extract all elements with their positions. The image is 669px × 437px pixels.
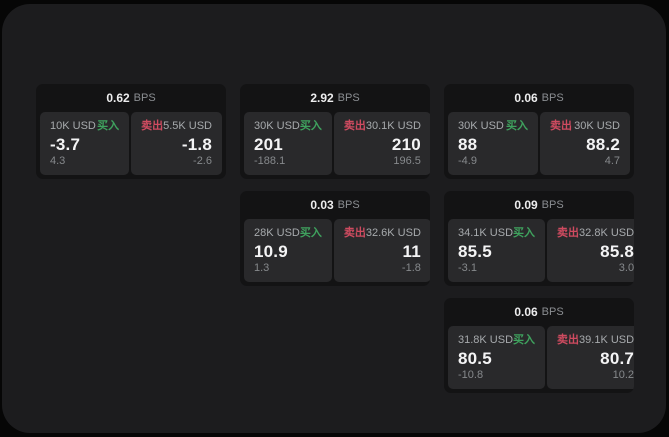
sell-price: 85.8 [600, 241, 634, 261]
bps-label: BPS [541, 92, 564, 104]
buy-delta: -4.9 [458, 155, 477, 167]
bps-value: 0.06 [514, 305, 538, 319]
sell-panel[interactable]: 卖出 39.1K USD 80.7 10.2 [547, 326, 634, 389]
bps-value: 2.92 [310, 91, 334, 105]
quote-card: 0.03 BPS 28K USD 买入 10.9 1.3 卖出 32.6K US… [240, 191, 430, 286]
quote-card: 0.62 BPS 10K USD 买入 -3.7 4.3 卖出 5.5K USD [36, 84, 226, 179]
sell-price: 11 [402, 241, 421, 261]
buy-delta: -188.1 [254, 155, 286, 167]
buy-side-label: 买入 [513, 227, 536, 239]
buy-amount: 31.8K USD [458, 334, 514, 346]
buy-side-label: 买入 [506, 120, 528, 132]
buy-panel[interactable]: 31.8K USD 买入 80.5 -10.8 [448, 326, 546, 389]
sell-side-label: 卖出 [550, 120, 572, 132]
sell-delta: -1.8 [401, 262, 421, 274]
quote-card: 0.09 BPS 34.1K USD 买入 85.5 -3.1 卖出 32.8K… [444, 191, 634, 286]
buy-amount: 10K USD [50, 120, 96, 132]
sell-delta: 4.7 [604, 155, 620, 167]
buy-side-label: 买入 [513, 334, 536, 346]
buy-amount: 30K USD [458, 120, 504, 132]
bps-label: BPS [337, 199, 360, 211]
buy-delta: 1.3 [254, 262, 270, 274]
sell-delta: 3.0 [618, 262, 634, 274]
bps-label: BPS [541, 199, 564, 211]
sell-amount: 30.1K USD [365, 120, 421, 132]
quote-panels: 34.1K USD 买入 85.5 -3.1 卖出 32.8K USD 85.8… [444, 219, 634, 286]
buy-amount: 30K USD [254, 120, 300, 132]
bps-label: BPS [133, 92, 156, 104]
sell-panel[interactable]: 卖出 5.5K USD -1.8 -2.6 [131, 112, 222, 175]
sell-panel[interactable]: 卖出 32.8K USD 85.8 3.0 [547, 219, 634, 282]
sell-panel[interactable]: 卖出 32.6K USD 11 -1.8 [333, 219, 430, 282]
bps-header: 0.03 BPS [240, 191, 430, 219]
buy-panel[interactable]: 28K USD 买入 10.9 1.3 [244, 219, 332, 282]
sell-amount: 32.6K USD [365, 227, 421, 239]
buy-price: -3.7 [50, 134, 81, 154]
sell-side-label: 卖出 [343, 227, 366, 239]
buy-amount: 28K USD [254, 227, 300, 239]
bps-value: 0.03 [310, 198, 334, 212]
app-window: 0.62 BPS 10K USD 买入 -3.7 4.3 卖出 5.5K USD [2, 4, 666, 433]
quote-panels: 10K USD 买入 -3.7 4.3 卖出 5.5K USD -1.8 -2.… [36, 112, 226, 179]
bps-header: 0.09 BPS [444, 191, 634, 219]
buy-delta: -10.8 [458, 369, 484, 381]
bps-header: 0.06 BPS [444, 298, 634, 326]
sell-amount: 39.1K USD [579, 334, 634, 346]
sell-panel[interactable]: 卖出 30.1K USD 210 196.5 [333, 112, 430, 175]
buy-panel[interactable]: 30K USD 买入 201 -188.1 [244, 112, 332, 175]
buy-panel[interactable]: 10K USD 买入 -3.7 4.3 [40, 112, 130, 175]
quote-card: 0.06 BPS 31.8K USD 买入 80.5 -10.8 卖出 39.1… [444, 298, 634, 393]
buy-side-label: 买入 [299, 120, 322, 132]
bps-value: 0.62 [106, 91, 130, 105]
bps-value: 0.09 [514, 198, 538, 212]
sell-side-label: 卖出 [343, 120, 366, 132]
buy-panel[interactable]: 34.1K USD 买入 85.5 -3.1 [448, 219, 546, 282]
sell-delta: 10.2 [612, 369, 634, 381]
quote-grid: 0.62 BPS 10K USD 买入 -3.7 4.3 卖出 5.5K USD [36, 84, 634, 393]
sell-side-label: 卖出 [557, 227, 580, 239]
bps-header: 0.62 BPS [36, 84, 226, 112]
sell-price: -1.8 [181, 134, 212, 154]
buy-price: 10.9 [254, 241, 288, 261]
bps-label: BPS [541, 306, 564, 318]
sell-price: 210 [391, 134, 421, 154]
bps-header: 0.06 BPS [444, 84, 634, 112]
sell-amount: 5.5K USD [163, 120, 212, 132]
quote-panels: 30K USD 买入 201 -188.1 卖出 30.1K USD 210 1… [240, 112, 430, 179]
buy-amount: 34.1K USD [458, 227, 514, 239]
buy-side-label: 买入 [299, 227, 322, 239]
quote-card: 2.92 BPS 30K USD 买入 201 -188.1 卖出 30.1K … [240, 84, 430, 179]
sell-panel[interactable]: 卖出 30K USD 88.2 4.7 [540, 112, 630, 175]
buy-price: 88 [458, 134, 478, 154]
bps-value: 0.06 [514, 91, 538, 105]
sell-delta: -2.6 [193, 155, 212, 167]
sell-delta: 196.5 [393, 155, 421, 167]
quote-panels: 31.8K USD 买入 80.5 -10.8 卖出 39.1K USD 80.… [444, 326, 634, 393]
buy-side-label: 买入 [97, 120, 120, 132]
sell-price: 80.7 [600, 348, 634, 368]
quote-panels: 30K USD 买入 88 -4.9 卖出 30K USD 88.2 4.7 [444, 112, 634, 179]
quote-panels: 28K USD 买入 10.9 1.3 卖出 32.6K USD 11 -1.8 [240, 219, 430, 286]
sell-amount: 30K USD [574, 120, 620, 132]
bps-header: 2.92 BPS [240, 84, 430, 112]
sell-amount: 32.8K USD [579, 227, 634, 239]
bps-label: BPS [337, 92, 360, 104]
sell-price: 88.2 [586, 134, 620, 154]
sell-side-label: 卖出 [141, 120, 164, 132]
buy-delta: -3.1 [458, 262, 477, 274]
buy-panel[interactable]: 30K USD 买入 88 -4.9 [448, 112, 538, 175]
quote-card: 0.06 BPS 30K USD 买入 88 -4.9 卖出 30K USD [444, 84, 634, 179]
sell-side-label: 卖出 [557, 334, 580, 346]
buy-price: 80.5 [458, 348, 492, 368]
buy-price: 201 [254, 134, 283, 154]
buy-price: 85.5 [458, 241, 492, 261]
buy-delta: 4.3 [50, 155, 66, 167]
